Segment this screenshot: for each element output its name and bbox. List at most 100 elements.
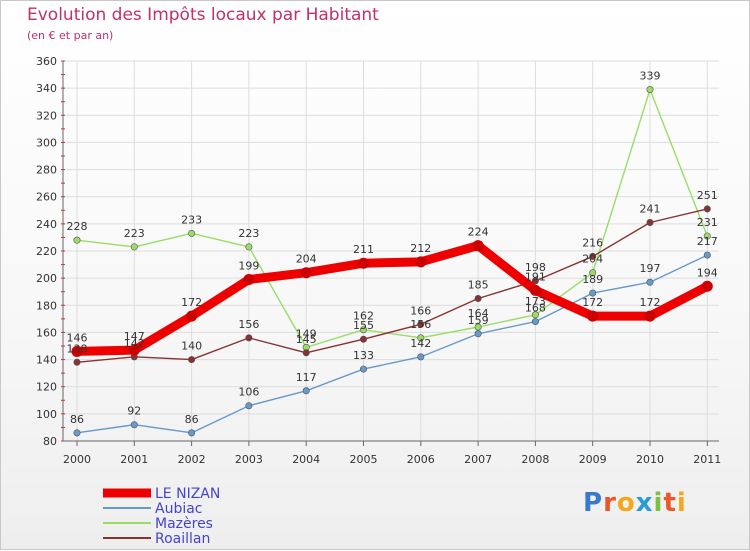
data-label-aubiac: 168 (525, 302, 546, 315)
data-point-roaillan (73, 358, 81, 366)
y-tick-label: 260 (36, 191, 57, 204)
x-tick-label: 2010 (636, 453, 664, 466)
data-point-maz-res (188, 229, 196, 237)
data-label-le-nizan: 172 (640, 296, 661, 309)
x-tick-label: 2000 (63, 453, 91, 466)
series-line-maz-res (76, 88, 708, 349)
data-label-aubiac: 133 (353, 349, 374, 362)
data-point-le-nizan (358, 257, 369, 269)
data-label-le-nizan: 194 (697, 266, 718, 279)
x-tick-label: 2001 (120, 453, 148, 466)
data-label-roaillan: 198 (525, 261, 546, 274)
data-point-maz-res (359, 326, 367, 334)
chart-subtitle: (en € et par an) (27, 29, 114, 42)
data-label-roaillan: 251 (697, 189, 718, 202)
legend-label-roaillan: Roaillan (155, 531, 210, 547)
data-point-roaillan (359, 335, 367, 343)
data-label-roaillan: 155 (353, 319, 374, 332)
y-tick-label: 160 (36, 326, 57, 339)
data-point-aubiac (589, 289, 597, 297)
data-label-maz-res: 233 (181, 213, 202, 226)
data-label-le-nizan: 147 (124, 330, 145, 343)
data-label-aubiac: 92 (127, 405, 141, 418)
data-point-roaillan (703, 205, 711, 213)
legend-label-le-nizan: LE NIZAN (155, 486, 220, 502)
data-point-aubiac (474, 330, 482, 338)
series-line-aubiac (76, 254, 708, 434)
data-label-aubiac: 106 (238, 386, 259, 399)
data-label-le-nizan: 172 (181, 296, 202, 309)
data-label-le-nizan: 212 (410, 242, 431, 255)
logo-letter: x (635, 488, 654, 518)
data-point-roaillan (302, 349, 310, 357)
data-point-le-nizan (186, 310, 198, 322)
x-tick-label: 2011 (693, 453, 721, 466)
data-label-le-nizan: 199 (238, 260, 259, 273)
data-label-aubiac: 159 (468, 314, 489, 327)
data-label-aubiac: 142 (410, 337, 431, 350)
data-point-aubiac (646, 278, 654, 286)
y-tick-label: 240 (36, 218, 57, 231)
data-label-aubiac: 117 (296, 371, 317, 384)
data-point-aubiac (302, 387, 310, 395)
y-tick-label: 100 (36, 408, 57, 421)
x-tick-label: 2008 (521, 453, 549, 466)
y-tick-label: 280 (36, 164, 57, 177)
data-point-roaillan (474, 294, 482, 302)
data-label-le-nizan: 204 (296, 253, 317, 266)
chart-title: Evolution des Impôts locaux par Habitant (27, 5, 379, 25)
logo-letter: i (653, 488, 664, 518)
data-point-aubiac (417, 353, 425, 361)
data-point-roaillan (245, 334, 253, 342)
logo-letter: i (676, 488, 687, 518)
x-tick-label: 2009 (579, 453, 607, 466)
y-tick-label: 340 (36, 82, 57, 95)
data-point-maz-res (417, 334, 425, 342)
data-label-maz-res: 149 (296, 327, 317, 340)
data-point-maz-res (130, 243, 138, 251)
data-label-maz-res: 173 (525, 295, 546, 308)
data-label-roaillan: 145 (296, 333, 317, 346)
data-label-roaillan: 185 (468, 279, 489, 292)
data-label-maz-res: 339 (640, 70, 661, 83)
logo-letter: P (583, 488, 604, 518)
data-point-aubiac (73, 429, 81, 437)
data-label-le-nizan: 146 (67, 331, 88, 344)
data-label-roaillan: 142 (124, 337, 145, 350)
data-point-roaillan (188, 356, 196, 364)
data-point-maz-res (531, 311, 539, 319)
data-point-aubiac (359, 365, 367, 373)
data-label-le-nizan: 172 (582, 296, 603, 309)
data-point-aubiac (531, 318, 539, 326)
data-point-roaillan (589, 252, 597, 260)
data-point-le-nizan (243, 274, 255, 285)
data-label-roaillan: 166 (410, 304, 431, 317)
data-label-aubiac: 197 (640, 262, 661, 275)
data-label-aubiac: 189 (582, 273, 603, 286)
series-line-roaillan (76, 208, 708, 363)
data-label-le-nizan: 224 (468, 226, 489, 239)
data-point-le-nizan (701, 280, 713, 292)
data-point-maz-res (73, 236, 81, 244)
data-label-maz-res: 162 (353, 310, 374, 323)
y-tick-label: 320 (36, 109, 57, 122)
data-point-le-nizan (472, 240, 484, 252)
data-label-le-nizan: 191 (525, 270, 546, 283)
data-point-aubiac (703, 251, 711, 259)
y-tick-label: 220 (36, 245, 57, 258)
data-label-roaillan: 140 (181, 340, 202, 353)
data-label-aubiac: 86 (185, 413, 199, 426)
legend-label-aubiac: Aubiac (155, 501, 203, 517)
y-tick-label: 120 (36, 381, 57, 394)
data-point-le-nizan (529, 284, 541, 296)
y-tick-label: 180 (36, 299, 57, 312)
data-label-roaillan: 241 (640, 203, 661, 216)
x-tick-label: 2004 (292, 453, 320, 466)
y-tick-label: 140 (36, 354, 57, 367)
data-point-le-nizan (71, 345, 83, 357)
data-point-le-nizan (644, 310, 656, 322)
y-tick-label: 200 (36, 272, 57, 285)
data-point-maz-res (703, 232, 711, 240)
